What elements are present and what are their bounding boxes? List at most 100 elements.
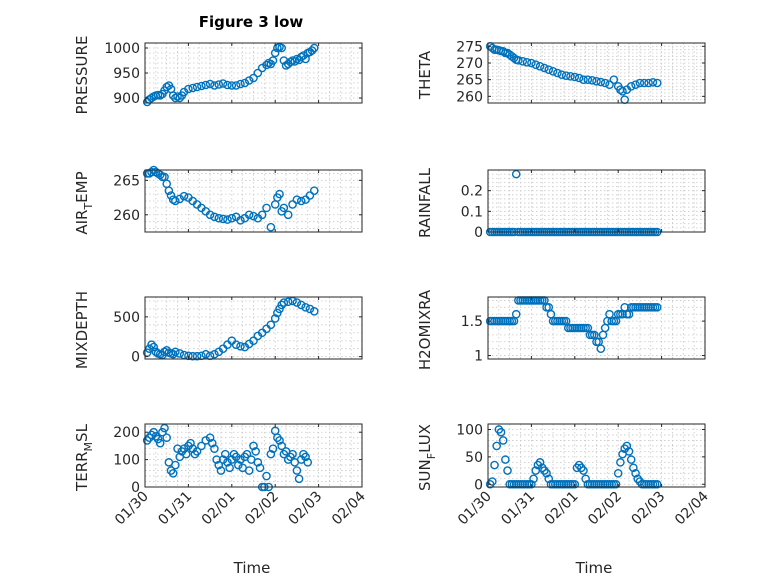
panel-2-point: [249, 211, 258, 221]
panel-1-point: [583, 75, 593, 84]
panel-0-point: [307, 46, 317, 55]
panel-4-point: [201, 349, 211, 359]
panel-0-ytick-label: 1000: [104, 41, 140, 57]
panel-4-point: [249, 336, 258, 346]
panel-7-xtick-label: 01/30: [455, 489, 495, 529]
panel-6-point: [234, 460, 243, 470]
panel-7-point: [492, 441, 501, 451]
panel-7-point: [544, 474, 554, 484]
panel-6-point: [268, 444, 278, 453]
panel-5-axes: [487, 296, 706, 360]
panel-3-ytick-label: 0.1: [461, 204, 483, 220]
panel-0-point: [188, 83, 198, 93]
panel-2-axes: [144, 169, 363, 233]
panel-0-point: [218, 79, 228, 88]
panel-1-ytick-label: 265: [456, 73, 483, 89]
panel-1-point: [540, 63, 549, 73]
panel-7-point: [624, 447, 634, 456]
panel-1-axes: [487, 42, 706, 104]
panel-4-point: [279, 298, 289, 307]
panel-1-point: [522, 58, 532, 67]
panel-1-point: [600, 78, 610, 88]
panel-6-point: [275, 436, 284, 445]
panel-7-point: [579, 466, 588, 475]
panel-4-ytick-label: 500: [113, 310, 140, 326]
panel-1-point: [544, 65, 554, 74]
panel-6-point: [277, 441, 287, 451]
panel-7-point: [631, 469, 640, 478]
panel-6-point: [288, 449, 297, 459]
panel-1-point: [596, 77, 606, 87]
panel-2-point: [292, 195, 302, 204]
panel-6-point: [231, 452, 241, 462]
panel-6-point: [216, 466, 226, 475]
panel-0-point: [309, 43, 319, 53]
panel-6-point: [168, 469, 178, 478]
panel-7-point: [622, 441, 632, 451]
panel-1-point: [561, 71, 571, 80]
panel-7-point: [629, 463, 638, 473]
panel-4-point: [149, 342, 158, 352]
panel-0-point: [262, 60, 271, 70]
panel-6-point: [253, 458, 263, 467]
panel-7-xtick-label: 02/02: [585, 489, 625, 529]
panel-6-point: [153, 434, 163, 444]
panel-4-point: [292, 298, 302, 307]
panel-1-point: [605, 80, 614, 89]
xlabel-left: Time: [233, 559, 271, 577]
panel-0-point: [162, 82, 171, 92]
panel-7-point: [652, 479, 662, 489]
panel-1-ylabel: THETA: [416, 50, 434, 100]
panel-6-point: [255, 463, 265, 473]
panel-3-point: [511, 169, 521, 179]
panel-0-point: [192, 82, 202, 92]
panel-2-point: [164, 186, 174, 195]
panel-6-point: [227, 455, 237, 464]
panel-1-point: [626, 82, 636, 91]
panel-1-point: [587, 76, 597, 85]
panel-0-point: [277, 43, 287, 53]
panel-7-point: [490, 460, 499, 470]
panel-6-point: [220, 449, 230, 459]
panel-6-ylabel: TERRMSL: [73, 423, 95, 492]
panel-0-point: [205, 79, 215, 89]
panel-7-axes: [487, 423, 706, 488]
panel-2-point: [205, 210, 215, 220]
panel-7-xtick-label: 01/31: [498, 489, 538, 529]
panel-1-point: [618, 87, 627, 96]
panel-4-point: [277, 300, 287, 310]
panel-2-ytick-label: 260: [113, 208, 140, 224]
panel-2-point: [309, 186, 319, 195]
panel-1-point: [518, 57, 528, 66]
panel-1-ytick-label: 260: [456, 89, 483, 105]
panel-2-point: [210, 212, 219, 222]
panel-4-point: [192, 351, 202, 361]
panel-1-point: [592, 77, 601, 86]
panel-0-point: [175, 93, 185, 103]
panel-2-ylabel: AIRTEMP: [73, 171, 95, 234]
panel-4-point: [151, 347, 161, 357]
panel-3-ylabel: RAINFALL: [416, 167, 434, 238]
panel-2-point: [279, 203, 289, 213]
panel-6-point: [186, 438, 195, 448]
panel-6-xtick-label: 02/02: [242, 489, 282, 529]
panel-6-axes: [144, 423, 363, 488]
panel-7-point: [535, 458, 545, 467]
panel-7-point: [611, 479, 621, 489]
panel-4-point: [283, 297, 293, 307]
panel-0-point: [296, 52, 306, 62]
panel-6-point: [210, 444, 219, 453]
panel-0-point: [268, 56, 278, 65]
panel-7-point: [616, 458, 625, 467]
panel-6-point: [218, 455, 228, 464]
panel-1-point: [631, 80, 640, 89]
panel-6-xtick-label: 02/01: [199, 489, 239, 529]
panel-6-point: [236, 455, 245, 464]
panel-5-point: [596, 344, 606, 353]
panel-7-point: [529, 474, 538, 484]
panel-2-point: [262, 203, 271, 213]
panel-7-ytick-label: 0: [474, 477, 483, 493]
panel-1-point: [527, 58, 536, 68]
panel-0-ylabel: PRESSURE: [73, 36, 91, 115]
